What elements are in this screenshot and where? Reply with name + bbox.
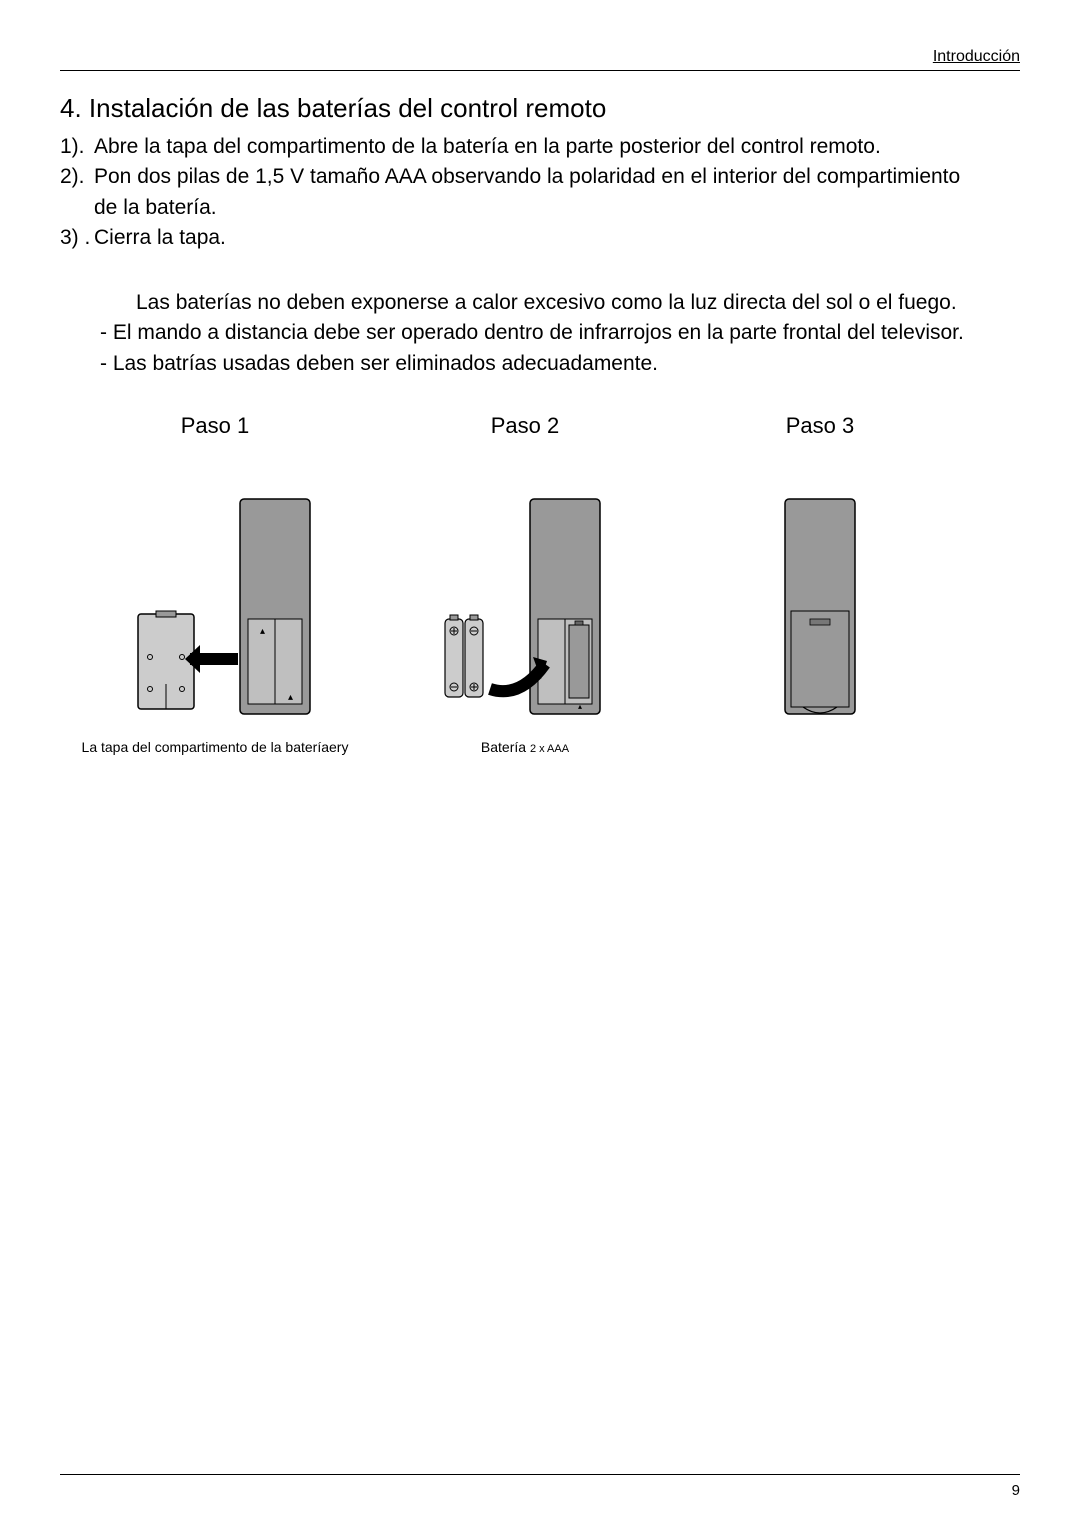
caption-2a: Batería (481, 739, 530, 755)
diagram-row: ▴ ▴ La tapa del compartimento de la bate… (60, 489, 1020, 755)
remote-closed-icon (755, 489, 885, 729)
label-paso-3: Paso 3 (680, 413, 960, 439)
diagram-step-1: ▴ ▴ La tapa del compartimento de la bate… (60, 489, 370, 755)
svg-text:▴: ▴ (260, 626, 265, 637)
section-title: 4. Instalación de las baterías del contr… (60, 93, 1020, 124)
step-1-num: 1). (60, 132, 94, 162)
note-3: - Las batrías usadas deben ser eliminado… (60, 349, 1020, 379)
note-2: - El mando a distancia debe ser operado … (60, 318, 1020, 348)
label-paso-2: Paso 2 (370, 413, 680, 439)
remote-open-cover-icon: ▴ ▴ (100, 489, 330, 729)
step-2: 2). Pon dos pilas de 1,5 V tamaño AAA ob… (60, 162, 1020, 192)
diagram-step-3 (680, 489, 960, 755)
svg-text:▴: ▴ (288, 692, 293, 703)
header-section-label: Introducción (933, 48, 1020, 66)
remote-insert-battery-icon: ▴ (425, 489, 625, 729)
step-2-num: 2). (60, 162, 94, 192)
step-3-num: 3) . (60, 223, 94, 253)
notes-block: Las baterías no deben exponerse a calor … (60, 288, 1020, 379)
header-rule: Introducción (60, 70, 1020, 71)
step-2-text: Pon dos pilas de 1,5 V tamaño AAA observ… (94, 162, 1020, 192)
caption-2b: 2 x AAA (530, 743, 569, 755)
step-2-cont: de la batería. (60, 193, 1020, 223)
footer-rule (60, 1474, 1020, 1475)
page-number: 9 (1012, 1482, 1020, 1499)
note-1: Las baterías no deben exponerse a calor … (60, 288, 1020, 318)
svg-text:▴: ▴ (578, 702, 582, 711)
step-list: 1). Abre la tapa del compartimento de la… (60, 132, 1020, 254)
caption-3-empty (818, 739, 822, 755)
caption-2: Batería 2 x AAA (481, 739, 569, 755)
label-paso-1: Paso 1 (60, 413, 370, 439)
caption-1: La tapa del compartimento de la bateríae… (82, 739, 349, 755)
diagram-step-2: ▴ Batería 2 x AA (370, 489, 680, 755)
step-labels-row: Paso 1 Paso 2 Paso 3 (60, 413, 1020, 439)
step-3-text: Cierra la tapa. (94, 223, 1020, 253)
step-1: 1). Abre la tapa del compartimento de la… (60, 132, 1020, 162)
step-1-text: Abre la tapa del compartimento de la bat… (94, 132, 1020, 162)
step-3: 3) . Cierra la tapa. (60, 223, 1020, 253)
